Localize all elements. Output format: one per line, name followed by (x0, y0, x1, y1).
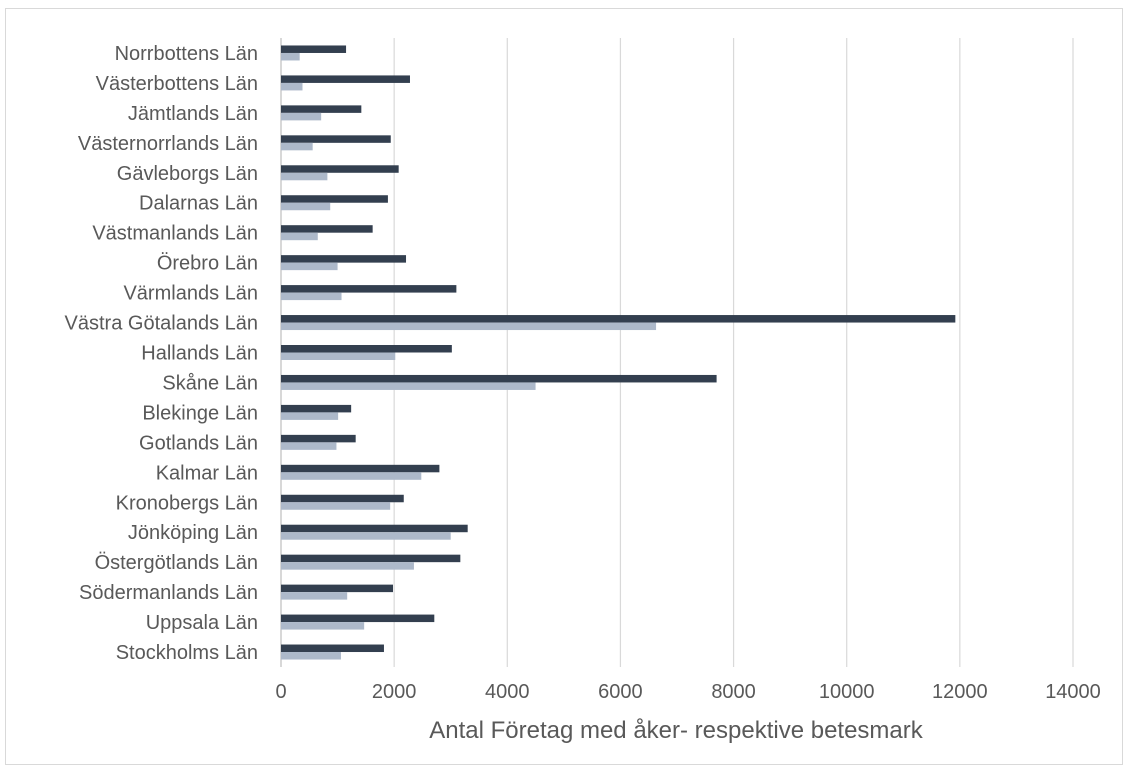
bar-series-1 (281, 105, 362, 113)
x-tick-label: 14000 (1045, 681, 1101, 703)
category-label: Örebro Län (157, 253, 258, 275)
bar-series-2 (281, 382, 536, 390)
category-label: Västra Götalands Län (65, 313, 258, 335)
bar-series-2 (281, 592, 348, 600)
x-tick-labels: 0 2000 4000 6000 8000 10000 12000 14000 (275, 681, 1100, 703)
x-tick-label: 6000 (598, 681, 643, 703)
bar-series-2 (281, 322, 657, 331)
bar-series-2 (281, 442, 337, 450)
bar-series-2 (281, 262, 338, 271)
bar-series-1 (281, 315, 956, 323)
bar-series-1 (281, 584, 394, 593)
bars (281, 45, 956, 660)
bar-series-1 (281, 614, 435, 623)
x-tick-label: 8000 (711, 681, 756, 703)
bar-series-1 (281, 464, 440, 473)
bar-series-1 (281, 524, 468, 533)
x-tick-label: 0 (275, 681, 286, 703)
bar-series-2 (281, 352, 396, 360)
bar-series-1 (281, 75, 410, 83)
bar-series-1 (281, 374, 717, 383)
bar-series-1 (281, 404, 352, 413)
bar-series-2 (281, 532, 451, 540)
category-label: Jämtlands Län (128, 103, 258, 125)
category-label: Uppsala Län (146, 612, 258, 634)
bar-series-1 (281, 195, 388, 203)
category-label: Västerbottens Län (96, 73, 258, 95)
bar-series-2 (281, 142, 313, 151)
bar-series-1 (281, 434, 356, 443)
bar-series-2 (281, 172, 328, 181)
bar-series-1 (281, 165, 399, 173)
bar-series-1 (281, 644, 384, 653)
chart-frame (5, 8, 1123, 765)
bar-series-1 (281, 225, 373, 233)
bar-series-1 (281, 494, 404, 503)
category-label: Norrbottens Län (115, 43, 258, 65)
category-label: Kalmar Län (156, 462, 258, 484)
bar-series-2 (281, 52, 300, 61)
bar-series-1 (281, 285, 457, 293)
bar-series-2 (281, 202, 331, 211)
x-tick-label: 2000 (372, 681, 417, 703)
x-tick-label: 4000 (485, 681, 530, 703)
bar-series-1 (281, 554, 461, 563)
bar-series-2 (281, 652, 341, 660)
category-label: Värmlands Län (123, 283, 258, 305)
bar-series-1 (281, 345, 452, 353)
category-label: Östergötlands Län (95, 552, 258, 574)
category-label: Västernorrlands Län (78, 133, 258, 155)
bar-series-2 (281, 562, 414, 570)
category-label: Kronobergs Län (116, 492, 258, 514)
category-label: Jönköping Län (128, 522, 258, 544)
category-label: Gävleborgs Län (117, 163, 258, 185)
category-label: Blekinge Län (142, 402, 258, 424)
bar-series-2 (281, 82, 303, 91)
x-tick-label: 10000 (819, 681, 875, 703)
bar-series-1 (281, 135, 391, 143)
category-label: Hallands Län (141, 343, 258, 365)
x-axis-title: Antal Företag med åker- respektive betes… (429, 717, 924, 744)
category-label: Gotlands Län (139, 432, 258, 454)
category-label: Stockholms Län (116, 642, 258, 664)
bar-series-2 (281, 472, 422, 480)
category-label: Västmanlands Län (92, 223, 258, 245)
bar-series-2 (281, 292, 342, 301)
category-label: Skåne Län (162, 372, 258, 394)
bar-series-2 (281, 502, 391, 510)
category-label: Södermanlands Län (79, 582, 258, 604)
bar-series-1 (281, 255, 407, 263)
category-labels: Norrbottens Län Västerbottens Län Jämtland… (65, 43, 258, 664)
category-label: Dalarnas Län (139, 193, 258, 215)
bar-series-2 (281, 112, 322, 121)
bar-series-2 (281, 232, 318, 241)
bar-series-2 (281, 412, 339, 420)
bar-series-2 (281, 622, 365, 630)
bar-series-1 (281, 45, 347, 53)
x-tick-label: 12000 (932, 681, 988, 703)
